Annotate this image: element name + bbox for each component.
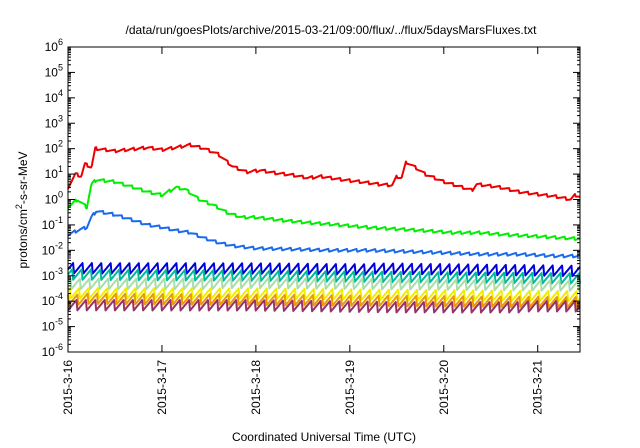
y-tick-label: 10-4 xyxy=(42,291,63,308)
y-tick-label: 100 xyxy=(45,190,63,207)
series-line-1 xyxy=(67,142,581,201)
y-axis-label-sup: 2 xyxy=(14,204,24,209)
series-line-3 xyxy=(67,210,581,259)
y-axis-label-prefix: protons/cm xyxy=(16,209,30,268)
y-tick-label: 103 xyxy=(45,113,63,130)
y-tick-label: 10-1 xyxy=(42,215,63,232)
y-tick-label: 101 xyxy=(45,164,63,181)
plot-frame xyxy=(67,46,581,353)
y-tick-label: 10-3 xyxy=(42,266,63,283)
y-axis-label-suffix: -s-sr-MeV xyxy=(16,151,30,204)
series-line-2 xyxy=(67,178,581,241)
series-line-4 xyxy=(67,262,581,278)
y-tick-label: 10-5 xyxy=(42,317,63,334)
x-tick-label: 2015-3-18 xyxy=(249,360,263,415)
x-tick-label: 2015-3-16 xyxy=(61,360,75,415)
x-tick-label: 2015-3-21 xyxy=(531,360,545,415)
y-tick-label: 102 xyxy=(45,139,63,156)
series-line-6 xyxy=(67,276,581,292)
y-axis-label: protons/cm2-s-sr-MeV xyxy=(14,151,30,268)
y-tick-label: 104 xyxy=(45,88,63,105)
series-line-8 xyxy=(67,292,581,309)
series-line-9 xyxy=(67,299,581,314)
series-line-5 xyxy=(67,268,581,285)
y-tick-label: 10-2 xyxy=(42,240,63,257)
y-tick-label: 105 xyxy=(45,62,63,79)
x-tick-label: 2015-3-17 xyxy=(155,360,169,415)
chart-title: /data/run/goesPlots/archive/2015-03-21/0… xyxy=(126,23,538,37)
x-tick-label: 2015-3-19 xyxy=(343,360,357,415)
x-axis-label: Coordinated Universal Time (UTC) xyxy=(232,430,416,444)
series-line-7 xyxy=(67,287,581,303)
series-layer xyxy=(67,142,581,314)
y-tick-label: 10-6 xyxy=(42,342,63,359)
y-tick-label: 106 xyxy=(45,37,63,54)
x-tick-label: 2015-3-20 xyxy=(437,360,451,415)
ticks-layer: 10-6 10-5 10-4 10-3 10-2 10-1 100 101 102 103 104 1… xyxy=(42,37,580,415)
